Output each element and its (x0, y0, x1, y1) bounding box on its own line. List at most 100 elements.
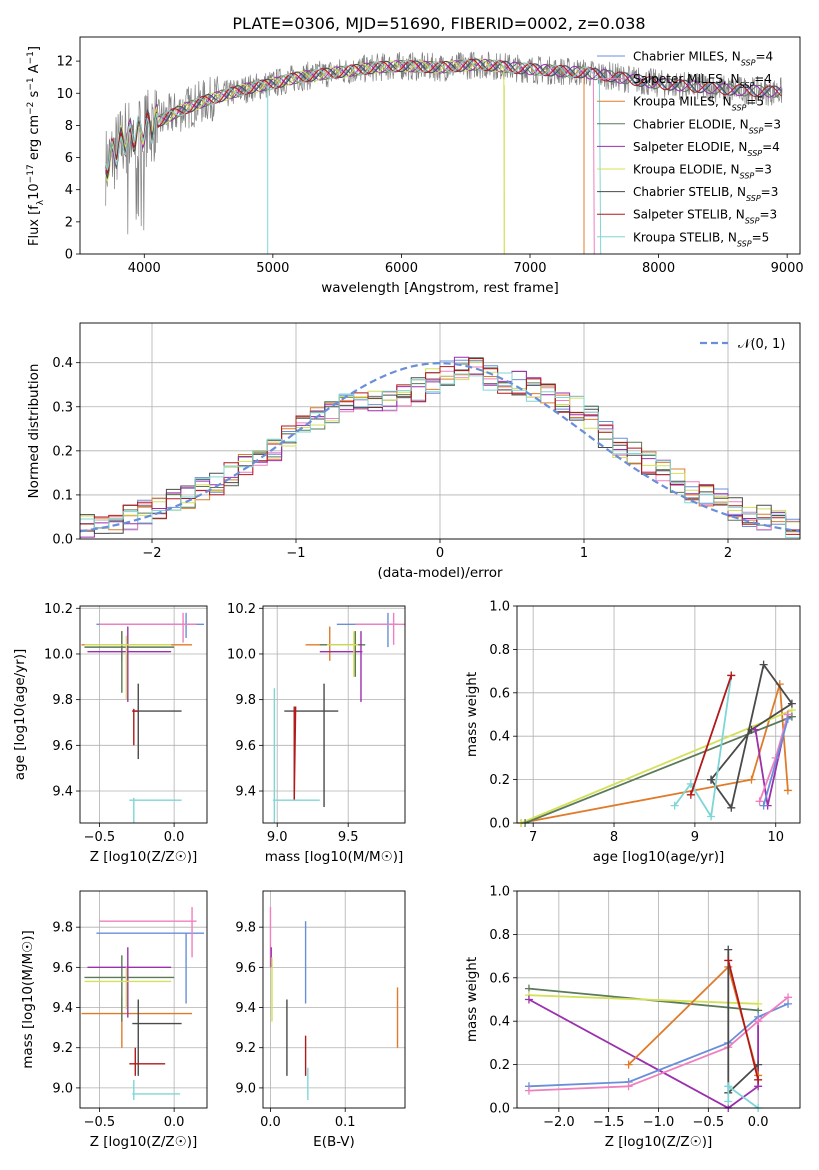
y-tick-label: 9.6 (235, 961, 256, 976)
weight-line (673, 675, 733, 820)
x-axis-label: (data-model)/error (377, 565, 503, 581)
weight-marker (670, 801, 679, 810)
y-tick-label: 1.0 (489, 600, 510, 615)
x-tick-label: 0.0 (164, 830, 185, 845)
x-axis-label: age [log10(age/yr)] (593, 849, 725, 865)
axes-age-vs-Z: −0.5 0.0 9.4 9.6 9.8 10.0 10.2 Z [log10(Z/Z☉)] a… (12, 602, 208, 865)
weight-marker (686, 779, 695, 788)
x-tick-label: −0.5 (693, 1115, 725, 1130)
x-tick-label: 9.0 (267, 830, 288, 845)
x-tick-label: 8 (610, 830, 618, 845)
y-tick-label: 9.8 (235, 693, 256, 708)
weight-line (710, 662, 794, 810)
x-tick-label: 9000 (771, 261, 804, 276)
y-tick-label: 9.6 (52, 739, 73, 754)
weight-line (762, 718, 789, 806)
legend-entry: Kroupa MILES, NSSP=5 (633, 95, 764, 113)
model-spectrum (105, 58, 595, 255)
axes-frame (79, 36, 801, 255)
legend-entry: Chabrier ELODIE, NSSP=3 (633, 117, 781, 135)
y-tick-label: 9.8 (235, 921, 256, 936)
y-axis-label: mass weight (464, 672, 480, 757)
legend-entry: Salpeter ELODIE, NSSP=4 (633, 140, 780, 158)
y-tick-label: 9.8 (52, 921, 73, 936)
weight-marker (624, 1060, 633, 1069)
y-axis-label: mass weight (464, 957, 480, 1042)
y-tick-label: 10.2 (227, 602, 256, 617)
weight-line (689, 675, 733, 796)
legend-entry: Salpeter STELIB, NSSP=3 (633, 208, 777, 226)
x-axis-label: mass [log10(M/M☉)] (265, 849, 404, 865)
weight-line (727, 960, 759, 1081)
model-spectrum (105, 59, 585, 254)
x-tick-label: 0.1 (335, 1115, 356, 1130)
y-tick-label: 0.6 (489, 971, 510, 986)
y-tick-label: 9.8 (52, 693, 73, 708)
axes-mass-vs-E(B-V): 0.0 0.1 9.0 9.2 9.4 9.6 9.8 E(B-V) (235, 890, 406, 1150)
weight-marker (707, 812, 716, 821)
x-tick-label: −0.5 (84, 1115, 116, 1130)
normal-curve (79, 361, 801, 533)
weight-marker (727, 671, 736, 680)
x-axis-label: E(B-V) (313, 1134, 355, 1150)
y-tick-label: 0.2 (489, 1058, 510, 1073)
histogram-step (80, 372, 800, 538)
y-tick-label: 0.8 (489, 643, 510, 658)
weight-marker (707, 775, 716, 784)
axes-frame (79, 605, 208, 824)
weight-line (528, 994, 759, 1005)
y-tick-label: 9.2 (235, 1041, 256, 1056)
weight-marker (759, 801, 768, 810)
histogram-step (80, 357, 800, 534)
weight-marker (751, 725, 760, 734)
x-tick-label: 9.5 (338, 830, 359, 845)
y-axis-label: age [log10(age/yr)] (12, 649, 28, 781)
x-tick-label: −2.0 (543, 1115, 575, 1130)
x-tick-label: 0.0 (748, 1115, 769, 1130)
model-spectrum (105, 59, 602, 255)
y-tick-label: 10.0 (44, 647, 73, 662)
x-tick-label: 1 (580, 546, 588, 561)
weight-marker (754, 999, 763, 1008)
y-tick-label: 1.0 (489, 885, 510, 900)
y-tick-label: 0.0 (489, 1102, 510, 1117)
x-tick-label: 4000 (128, 261, 161, 276)
weight-marker (755, 797, 764, 806)
x-tick-label: 7000 (513, 261, 546, 276)
axes-frame (262, 890, 406, 1109)
axes-mass-weight-vs-age: 7 8 9 10 0.0 0.2 0.4 0.6 0.8 1.0 age [log10(age/yr… (464, 600, 801, 865)
y-tick-label: 10.2 (44, 602, 73, 617)
weight-marker (724, 956, 733, 965)
x-tick-label: 0.0 (260, 1115, 281, 1130)
figure-title: PLATE=0306, MJD=51690, FIBERID=0002, z=0… (232, 14, 645, 33)
y-tick-label: 0.4 (52, 356, 73, 371)
y-tick-label: 0.4 (489, 730, 510, 745)
y-tick-label: 9.2 (52, 1041, 73, 1056)
axes-frame (79, 322, 801, 540)
x-tick-label: 2 (724, 546, 732, 561)
weight-marker (787, 699, 796, 708)
weight-marker (686, 790, 695, 799)
axes-residual-histogram: −2 −1 0 1 2 0.0 0.1 0.2 0.3 0.4 (data-model)/error… (26, 322, 801, 581)
y-tick-label: 0.6 (489, 686, 510, 701)
weight-marker (754, 1017, 763, 1026)
axes-frame (79, 890, 208, 1109)
axes-age-vs-mass: 9.0 9.5 9.4 9.6 9.8 10.0 10.2 mass [log10(M/M☉)… (227, 602, 406, 865)
weight-marker (783, 714, 792, 723)
x-axis-label: Z [log10(Z/Z☉)] (90, 1134, 198, 1150)
axes-mass-vs-Z: −0.5 0.0 9.0 9.2 9.4 9.6 9.8 Z [log10(Z/Z☉)] mas… (20, 890, 208, 1150)
legend-entry: Chabrier MILES, NSSP=4 (633, 50, 773, 68)
y-tick-label: 9.4 (52, 1001, 73, 1016)
x-tick-label: 7 (529, 830, 537, 845)
axes-frame (516, 890, 801, 1109)
legend-entry: Salpeter MILES, NSSP=4 (633, 72, 772, 90)
y-tick-label: 8 (65, 119, 73, 134)
y-tick-label: 0.2 (489, 773, 510, 788)
model-spectrum (105, 58, 782, 174)
weight-marker (747, 775, 756, 784)
weight-marker (624, 1082, 633, 1091)
weight-marker (784, 993, 793, 1002)
weight-line (520, 709, 793, 824)
axes-spectrum: 4000 5000 6000 7000 8000 9000 0 2 4 6 8 10 12 wavelen… (26, 36, 804, 296)
legend-entry: Chabrier STELIB, NSSP=3 (633, 185, 778, 203)
